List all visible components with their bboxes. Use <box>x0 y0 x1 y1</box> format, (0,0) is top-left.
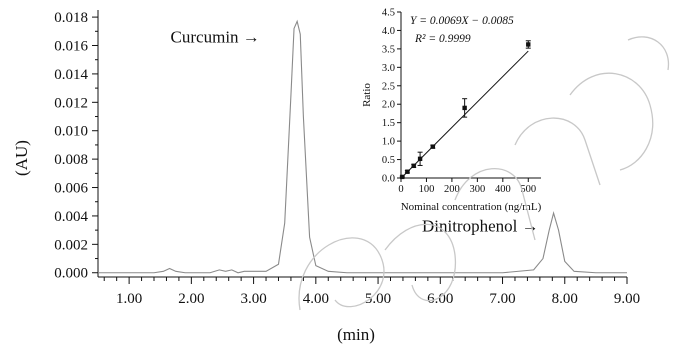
data-point <box>411 163 416 169</box>
y-axis-label: (AU) <box>12 140 31 176</box>
inset-y-tick-label: 1.0 <box>382 137 395 148</box>
inset-y-tick-label: 0.0 <box>382 174 395 185</box>
peak-annotations: Curcumin → Dinitrophenol → <box>171 28 539 236</box>
inset-x-tick-label: 200 <box>444 184 460 195</box>
data-point <box>400 174 405 180</box>
x-tick-label: 6.00 <box>427 291 453 307</box>
y-tick-label: 0.018 <box>54 10 88 26</box>
regression-line <box>403 50 529 177</box>
inset-x-tick-label: 100 <box>419 184 435 195</box>
inset-y-tick-label: 2.0 <box>382 100 395 111</box>
inset-x-tick-label: 0 <box>398 184 403 195</box>
inset-y-tick-label: 3.0 <box>382 63 395 74</box>
inset-y-tick-label: 3.5 <box>382 44 395 55</box>
x-tick-label: 9.00 <box>614 291 640 307</box>
x-tick-label: 7.00 <box>489 291 515 307</box>
y-tick-label: 0.004 <box>54 209 88 225</box>
y-tick-label: 0.012 <box>54 95 88 111</box>
inset-y-tick-label: 4.5 <box>382 8 395 19</box>
x-tick-label: 5.00 <box>365 291 391 307</box>
y-tick-label: 0.014 <box>54 67 88 83</box>
y-tick-label: 0.016 <box>54 39 88 55</box>
inset-y-tick-label: 2.5 <box>382 81 395 92</box>
calibration-points <box>399 40 531 180</box>
chromatogram-trace <box>98 19 627 274</box>
peak-label: Curcumin → <box>171 28 260 47</box>
main-axes-ticks: 0.000 0.002 0.004 0.006 0.008 0.010 0.012 0.014… <box>54 10 640 307</box>
inset-x-tick-label: 500 <box>520 184 536 195</box>
inset-x-axis-label: Nominal concentration (ng/mL) <box>401 201 542 213</box>
x-tick-label: 2.00 <box>178 291 204 307</box>
inset-x-tick-label: 400 <box>495 184 511 195</box>
inset-y-tick-label: 4.0 <box>382 26 395 37</box>
regression-equation: Y = 0.0069X − 0.0085 <box>410 15 514 27</box>
watermark-logo <box>298 36 670 311</box>
inset-y-axis-label: Ratio <box>361 83 373 107</box>
main-axes <box>97 10 627 278</box>
inset-y-tick-label: 0.5 <box>382 155 395 166</box>
x-tick-label: 4.00 <box>303 291 329 307</box>
data-point <box>417 156 423 162</box>
y-tick-label: 0.000 <box>54 266 88 282</box>
inset-x-tick-label: 300 <box>469 184 485 195</box>
r-squared-value: R² = 0.9999 <box>414 33 471 45</box>
x-tick-label: 1.00 <box>116 291 142 307</box>
data-point <box>526 42 531 47</box>
data-point <box>462 105 467 111</box>
y-tick-label: 0.010 <box>54 124 88 140</box>
inset-y-tick-label: 1.5 <box>382 118 395 129</box>
inset-axes: 0.0 0.5 1.0 1.5 2.0 2.5 3.0 3.5 4.0 4.5 0 100 200 300… <box>382 8 541 195</box>
y-tick-label: 0.008 <box>54 152 88 168</box>
peak-label: Dinitrophenol → <box>422 217 539 236</box>
x-tick-label: 3.00 <box>240 291 266 307</box>
data-point <box>430 144 436 149</box>
calibration-inset: 0.0 0.5 1.0 1.5 2.0 2.5 3.0 3.5 4.0 4.5 0 100 200 300… <box>361 8 542 214</box>
x-axis-label: (min) <box>337 325 375 344</box>
data-point <box>405 169 410 174</box>
y-tick-label: 0.006 <box>54 181 88 197</box>
y-tick-label: 0.002 <box>54 237 88 253</box>
x-tick-label: 8.00 <box>552 291 578 307</box>
